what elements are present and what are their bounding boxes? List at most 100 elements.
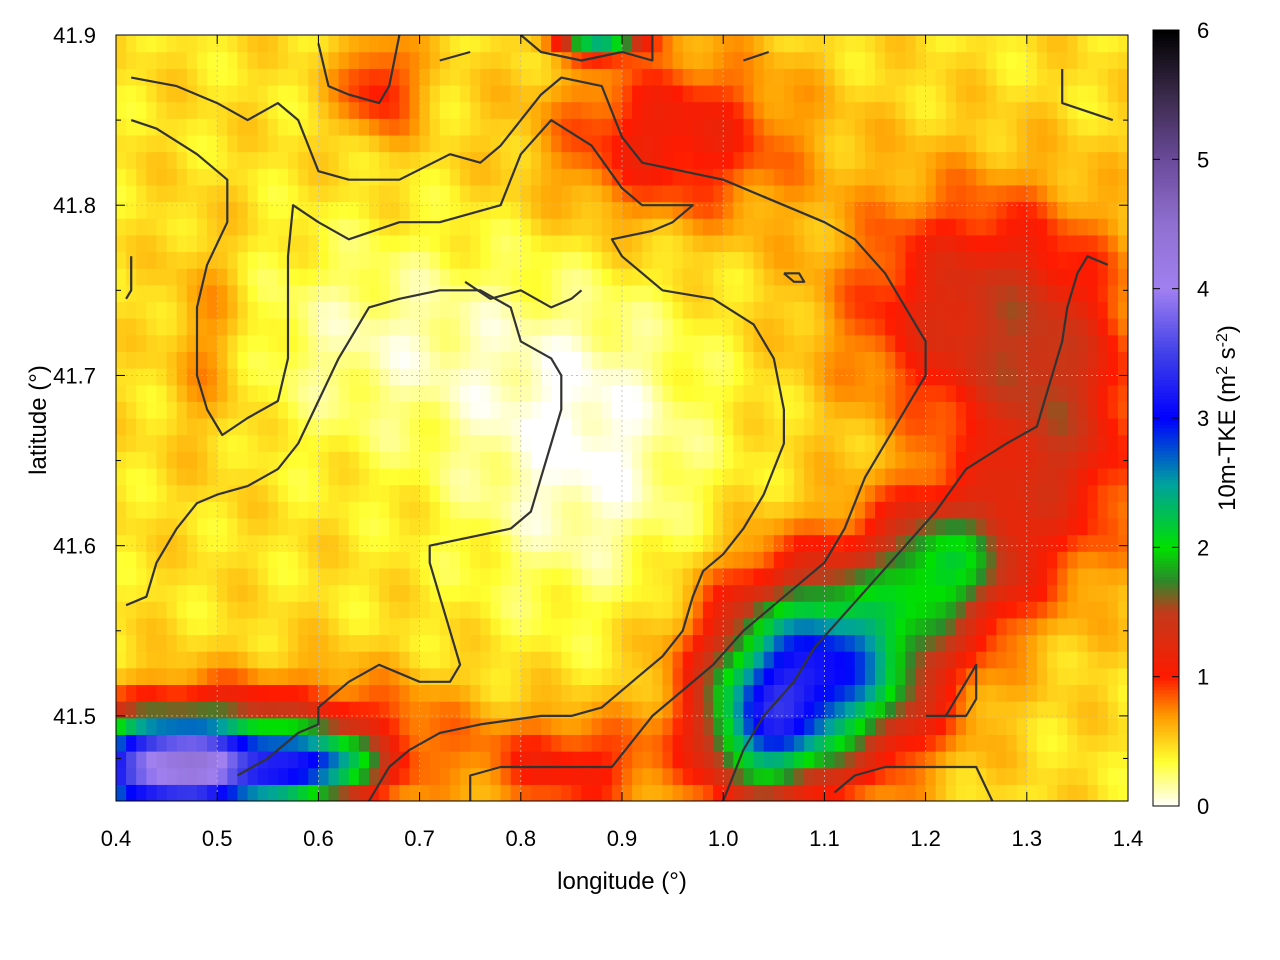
heatmap-cell bbox=[510, 234, 522, 253]
heatmap-cell bbox=[996, 651, 1008, 669]
heatmap-cell bbox=[601, 368, 613, 386]
heatmap-cell bbox=[510, 284, 522, 303]
heatmap-cell bbox=[622, 368, 633, 386]
heatmap-cell bbox=[166, 318, 178, 336]
heatmap-cell bbox=[338, 551, 350, 569]
heatmap-cell bbox=[136, 701, 147, 719]
heatmap-cell bbox=[743, 218, 755, 236]
heatmap-cell bbox=[136, 684, 147, 702]
heatmap-cell bbox=[389, 251, 400, 269]
heatmap-cell bbox=[966, 451, 977, 469]
heatmap-cell bbox=[925, 634, 937, 652]
heatmap-cell bbox=[652, 767, 664, 785]
heatmap-cell bbox=[358, 218, 370, 236]
heatmap-cell bbox=[834, 501, 846, 519]
heatmap-cell bbox=[348, 501, 360, 519]
heatmap-cell bbox=[348, 567, 360, 586]
heatmap-cell bbox=[571, 667, 583, 686]
heatmap-cell bbox=[854, 201, 866, 219]
heatmap-cell bbox=[986, 318, 998, 336]
heatmap-cell bbox=[267, 651, 279, 669]
heatmap-cell bbox=[207, 717, 218, 735]
heatmap-cell bbox=[935, 201, 947, 219]
heatmap-cell bbox=[875, 418, 886, 436]
heatmap-cell bbox=[591, 101, 603, 119]
heatmap-cell bbox=[875, 384, 886, 402]
heatmap-cell bbox=[885, 201, 896, 219]
heatmap-cell bbox=[308, 501, 319, 519]
heatmap-cell bbox=[288, 268, 299, 286]
heatmap-cell bbox=[247, 484, 259, 502]
heatmap-cell bbox=[682, 717, 694, 735]
heatmap-cell bbox=[682, 301, 694, 319]
heatmap-cell bbox=[1026, 368, 1038, 386]
heatmap-cell bbox=[996, 334, 1008, 352]
heatmap-cell bbox=[571, 451, 583, 469]
heatmap-cell bbox=[156, 484, 168, 502]
heatmap-cell bbox=[530, 368, 542, 386]
heatmap-cell bbox=[844, 784, 856, 801]
heatmap-cell bbox=[601, 684, 613, 702]
heatmap-cell bbox=[156, 651, 168, 669]
heatmap-cell bbox=[662, 534, 674, 552]
heatmap-cell bbox=[753, 51, 765, 69]
heatmap-cell bbox=[783, 168, 795, 186]
heatmap-cell bbox=[541, 551, 552, 569]
heatmap-cell bbox=[1117, 284, 1128, 303]
heatmap-cell bbox=[1057, 35, 1068, 53]
heatmap-cell bbox=[652, 184, 664, 203]
heatmap-cell bbox=[480, 451, 492, 469]
heatmap-cell bbox=[510, 451, 522, 469]
heatmap-cell bbox=[348, 484, 360, 502]
heatmap-cell bbox=[338, 701, 350, 719]
heatmap-cell bbox=[692, 68, 704, 86]
heatmap-cell bbox=[692, 651, 704, 669]
heatmap-cell bbox=[824, 84, 836, 103]
heatmap-cell bbox=[207, 234, 218, 253]
heatmap-cell bbox=[925, 351, 937, 369]
heatmap-cell bbox=[561, 351, 572, 369]
heatmap-cell bbox=[844, 734, 856, 752]
heatmap-cell bbox=[713, 35, 724, 53]
heatmap-cell bbox=[632, 717, 643, 735]
heatmap-cell bbox=[490, 35, 502, 53]
heatmap-cell bbox=[885, 467, 896, 486]
heatmap-cell bbox=[996, 451, 1008, 469]
heatmap-cell bbox=[824, 351, 836, 369]
heatmap-cell bbox=[804, 434, 815, 452]
heatmap-cell bbox=[126, 401, 137, 419]
heatmap-cell bbox=[692, 35, 704, 53]
heatmap-cell bbox=[864, 351, 876, 369]
heatmap-cell bbox=[1097, 784, 1109, 801]
heatmap-cell bbox=[207, 484, 218, 502]
heatmap-cell bbox=[783, 401, 795, 419]
heatmap-cell bbox=[409, 201, 421, 219]
heatmap-cell bbox=[632, 634, 643, 652]
heatmap-cell bbox=[186, 734, 198, 752]
heatmap-cell bbox=[439, 734, 451, 752]
colorbar-segment bbox=[1153, 33, 1179, 38]
heatmap-cell bbox=[439, 584, 451, 602]
heatmap-cell bbox=[460, 201, 471, 219]
heatmap-cell bbox=[1016, 301, 1028, 319]
heatmap-cell bbox=[156, 584, 168, 602]
heatmap-cell bbox=[834, 734, 846, 752]
heatmap-cell bbox=[622, 151, 633, 169]
heatmap-cell bbox=[439, 351, 451, 369]
heatmap-cell bbox=[976, 51, 987, 69]
colorbar-segment bbox=[1153, 789, 1179, 794]
heatmap-cell bbox=[642, 151, 653, 169]
heatmap-cell bbox=[156, 201, 168, 219]
heatmap-cell bbox=[1036, 734, 1048, 752]
heatmap-cell bbox=[743, 601, 755, 619]
heatmap-cell bbox=[642, 551, 653, 569]
heatmap-cell bbox=[561, 168, 572, 186]
heatmap-cell bbox=[1077, 667, 1089, 686]
heatmap-cell bbox=[146, 451, 158, 469]
heatmap-cell bbox=[743, 168, 755, 186]
heatmap-cell bbox=[652, 467, 664, 486]
heatmap-cell bbox=[591, 501, 603, 519]
heatmap-cell bbox=[581, 767, 593, 785]
heatmap-cell bbox=[480, 634, 492, 652]
heatmap-cell bbox=[1047, 234, 1058, 253]
